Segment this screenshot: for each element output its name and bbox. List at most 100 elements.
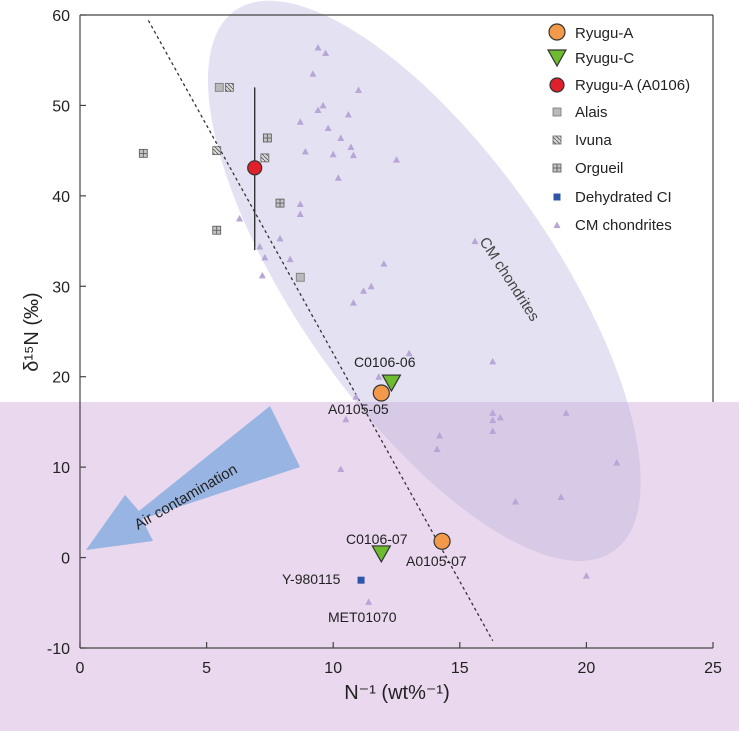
legend-label-ryugu-c: Ryugu-C — [575, 50, 634, 67]
data-points — [138, 44, 621, 605]
cm-chondrite-point — [309, 70, 317, 77]
cm-chondrite-point — [512, 498, 520, 505]
legend-symbol-alais — [552, 107, 562, 117]
y-tick-label: 10 — [52, 460, 70, 477]
cm-chondrite-point — [319, 101, 327, 109]
y-tick-label: 40 — [52, 189, 70, 206]
annotation-a0105-07: A0105-07 — [406, 553, 467, 569]
cm-chondrite-point — [314, 106, 322, 113]
orgueil-point-cross — [263, 133, 272, 142]
orgueil-point — [212, 225, 222, 235]
legend-symbol-ryugu-a — [548, 23, 566, 41]
legend-label-orgueil: Orgueil — [575, 160, 623, 177]
cm-chondrite-point — [365, 598, 373, 605]
legend-symbol-cm-chondrites — [553, 221, 561, 228]
ryugu-c-point — [381, 374, 402, 393]
annotation-met01070: MET01070 — [328, 609, 397, 625]
cm-chondrite-point — [286, 255, 294, 263]
cm-chondrite-point — [296, 210, 304, 217]
y-tick-label: 30 — [52, 279, 70, 296]
cm-chondrite-point — [261, 253, 269, 261]
cm-chondrite-point — [367, 282, 375, 290]
x-tick-label: 15 — [451, 660, 469, 677]
point-annotations: C0106-06 A0105-05 C0106-07 A0105-07 Y-98… — [282, 354, 467, 625]
cm-chondrite-point — [380, 260, 388, 267]
ivuna-point — [260, 153, 270, 163]
legend-symbol-orgueil-cross — [553, 164, 561, 172]
legend-label-alais: Alais — [575, 104, 608, 121]
annotation-a0105-05: A0105-05 — [328, 401, 389, 417]
legend-symbol-orgueil — [552, 163, 562, 173]
orgueil-point-cross — [139, 149, 148, 158]
ryugu-a-point — [372, 384, 390, 402]
y-tick-label: 0 — [61, 551, 70, 568]
cm-chondrite-point — [355, 86, 363, 94]
cm-chondrite-point — [489, 427, 497, 434]
legend-symbols — [546, 23, 568, 228]
cm-chondrite-point — [489, 416, 497, 424]
legend-symbol-ryugu-c — [546, 49, 568, 68]
cm-chondrite-point — [258, 271, 266, 279]
axis-ticks: 0 5 10 15 20 25 -10 0 10 20 30 40 50 60 — [47, 8, 722, 677]
cm-chondrite-point — [324, 124, 332, 132]
legend: Ryugu-A Ryugu-C Ryugu-A (A0106) Alais Iv… — [546, 23, 690, 234]
cm-chondrite-point — [329, 150, 337, 158]
annotation-c0106-06: C0106-06 — [354, 354, 416, 370]
x-axis-title: N⁻¹ (wt%⁻¹) — [344, 682, 450, 704]
cm-chondrite-point — [296, 118, 304, 125]
dehydrated-ci-point — [357, 576, 365, 584]
x-tick-label: 25 — [704, 660, 722, 677]
ivuna-point — [224, 82, 234, 92]
legend-label-cm-chondrites: CM chondrites — [575, 217, 672, 234]
alais-point — [214, 82, 224, 92]
cm-region-layer: CM chondrites — [207, 0, 641, 561]
cm-chondrite-point — [301, 148, 309, 155]
legend-label-ivuna: Ivuna — [575, 132, 612, 149]
cm-chondrite-point — [349, 299, 357, 306]
cm-chondrite-point — [582, 572, 590, 579]
ryugu-c-point — [371, 545, 392, 564]
cm-chondrite-point — [375, 373, 383, 380]
cm-chondrite-point — [334, 174, 342, 181]
y-tick-label: 20 — [52, 370, 70, 387]
orgueil-point — [275, 198, 285, 208]
cm-chondrite-point — [314, 44, 322, 51]
cm-chondrite-region — [207, 0, 641, 561]
cm-chondrite-point — [471, 237, 479, 245]
alais-point — [295, 272, 305, 282]
cm-chondrite-point — [236, 214, 244, 222]
legend-symbol-ivuna — [552, 135, 562, 145]
cm-chondrite-point — [337, 465, 345, 472]
cm-chondrite-point — [489, 409, 497, 416]
y-axis-title: δ¹⁵N (‰) — [21, 292, 43, 371]
x-tick-label: 0 — [76, 660, 85, 677]
ryugu-a-point — [433, 532, 451, 550]
annotation-c0106-07: C0106-07 — [346, 531, 408, 547]
cm-chondrite-point — [557, 493, 565, 500]
cm-chondrite-point — [322, 49, 330, 56]
orgueil-point — [262, 133, 272, 143]
y-tick-label: -10 — [47, 641, 70, 658]
cm-chondrite-point — [613, 459, 621, 466]
legend-label-ryugu-a0106: Ryugu-A (A0106) — [575, 77, 690, 94]
ivuna-point — [212, 146, 222, 156]
cm-chondrite-point — [337, 134, 345, 141]
cm-chondrite-point — [276, 234, 284, 242]
cm-chondrite-point — [405, 349, 413, 357]
cm-chondrite-point — [562, 409, 570, 416]
legend-label-ryugu-a: Ryugu-A — [575, 25, 633, 42]
cm-chondrite-point — [349, 151, 357, 159]
cm-chondrite-point — [393, 156, 400, 163]
x-tick-label: 20 — [578, 660, 596, 677]
orgueil-point-cross — [212, 226, 221, 235]
orgueil-point — [138, 148, 148, 158]
y-tick-label: 50 — [52, 98, 70, 115]
ryugu-a0106-point — [247, 160, 263, 176]
regression-line — [147, 20, 494, 642]
cm-chondrite-point — [360, 287, 368, 294]
x-tick-label: 5 — [202, 660, 211, 677]
cm-chondrite-point — [436, 431, 444, 439]
cm-chondrite-point — [352, 393, 360, 400]
cm-chondrite-point — [489, 357, 497, 365]
